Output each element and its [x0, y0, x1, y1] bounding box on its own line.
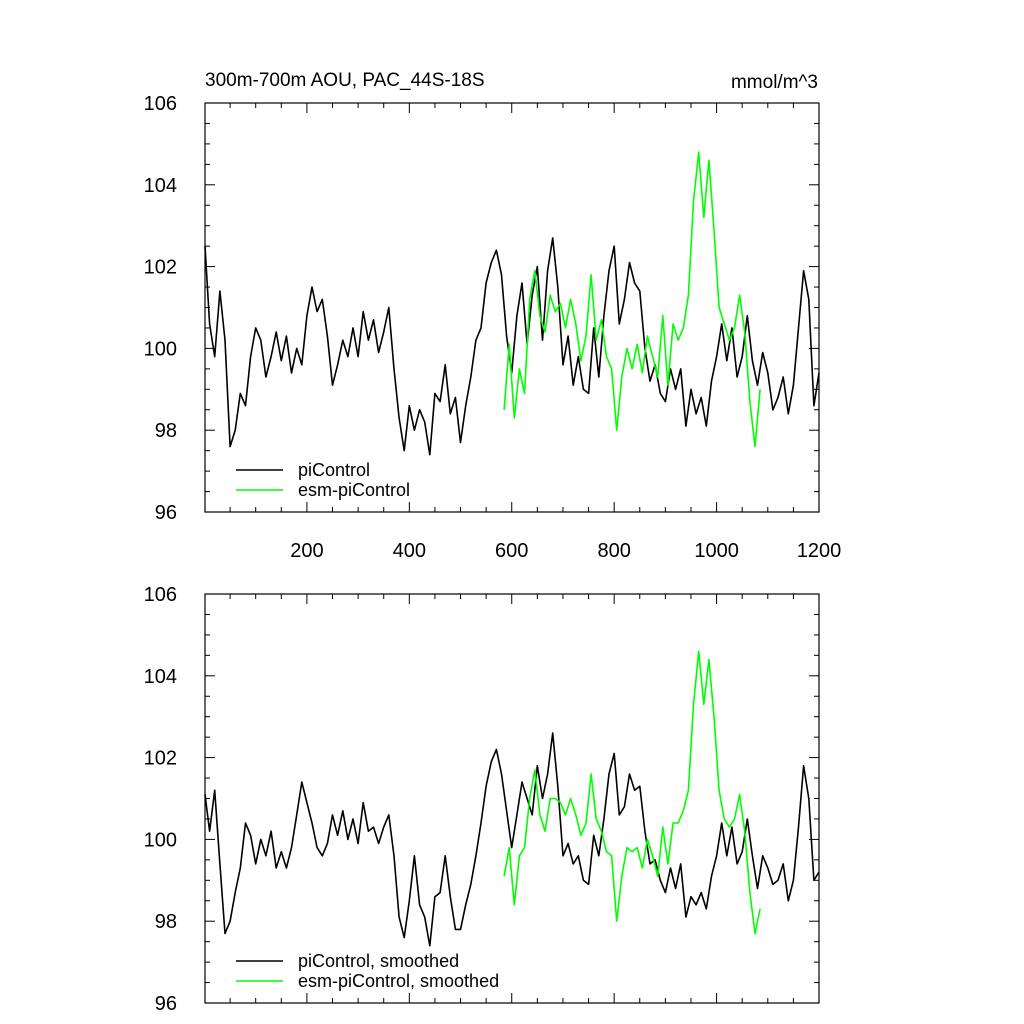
y-tick-label: 106 [144, 584, 177, 606]
legend: piControl, smoothed esm-piControl, smoot… [236, 951, 499, 991]
y-tick-label: 100 [144, 829, 177, 851]
y-tick-label: 98 [155, 420, 177, 442]
chart-title: 300m-700m AOU, PAC_44S-18S [205, 70, 485, 91]
ticks-layer: 96 98 100 102 104 106 200 400 600 800 1000 1200 [144, 93, 842, 562]
y-tick-label: 100 [144, 338, 177, 360]
y-tick-label: 104 [144, 175, 177, 197]
legend: piControl esm-piControl [236, 460, 410, 500]
x-tick-label: 1200 [797, 540, 842, 562]
legend-label-esm-piControl: esm-piControl [298, 480, 410, 500]
series-line-picontrol-smoothed [204, 732, 820, 947]
legend-label-esm-piControl-smoothed: esm-piControl, smoothed [298, 971, 499, 991]
y-tick-label: 104 [144, 666, 177, 688]
legend-label-piControl: piControl [298, 460, 370, 480]
series-line-esm-picontrol-smoothed [503, 650, 761, 935]
panel-top: 300m-700m AOU, PAC_44S-18S mmol/m^3 96 98… [144, 70, 842, 562]
y-tick-label: 106 [144, 93, 177, 115]
panel-bottom: 96 98 100 102 104 106 piControl, smoothed esm… [144, 584, 820, 1015]
x-tick-label: 600 [495, 540, 528, 562]
y-tick-label: 102 [144, 748, 177, 770]
y-tick-label: 96 [155, 502, 177, 524]
plot-frame [204, 593, 820, 1004]
legend-label-piControl-smoothed: piControl, smoothed [298, 951, 459, 971]
y-tick-label: 102 [144, 257, 177, 279]
plot-frame [204, 102, 820, 513]
units-label: mmol/m^3 [731, 72, 818, 93]
series-layer [204, 650, 820, 947]
x-tick-label: 1000 [694, 540, 739, 562]
x-tick-label: 800 [597, 540, 630, 562]
y-tick-label: 98 [155, 911, 177, 933]
x-tick-label: 400 [393, 540, 426, 562]
x-tick-label: 200 [290, 540, 323, 562]
ticks-layer: 96 98 100 102 104 106 [144, 584, 820, 1015]
series-line-picontrol [204, 237, 820, 456]
y-tick-label: 96 [155, 993, 177, 1015]
series-layer [204, 151, 820, 456]
series-line-esm-picontrol [503, 151, 761, 448]
